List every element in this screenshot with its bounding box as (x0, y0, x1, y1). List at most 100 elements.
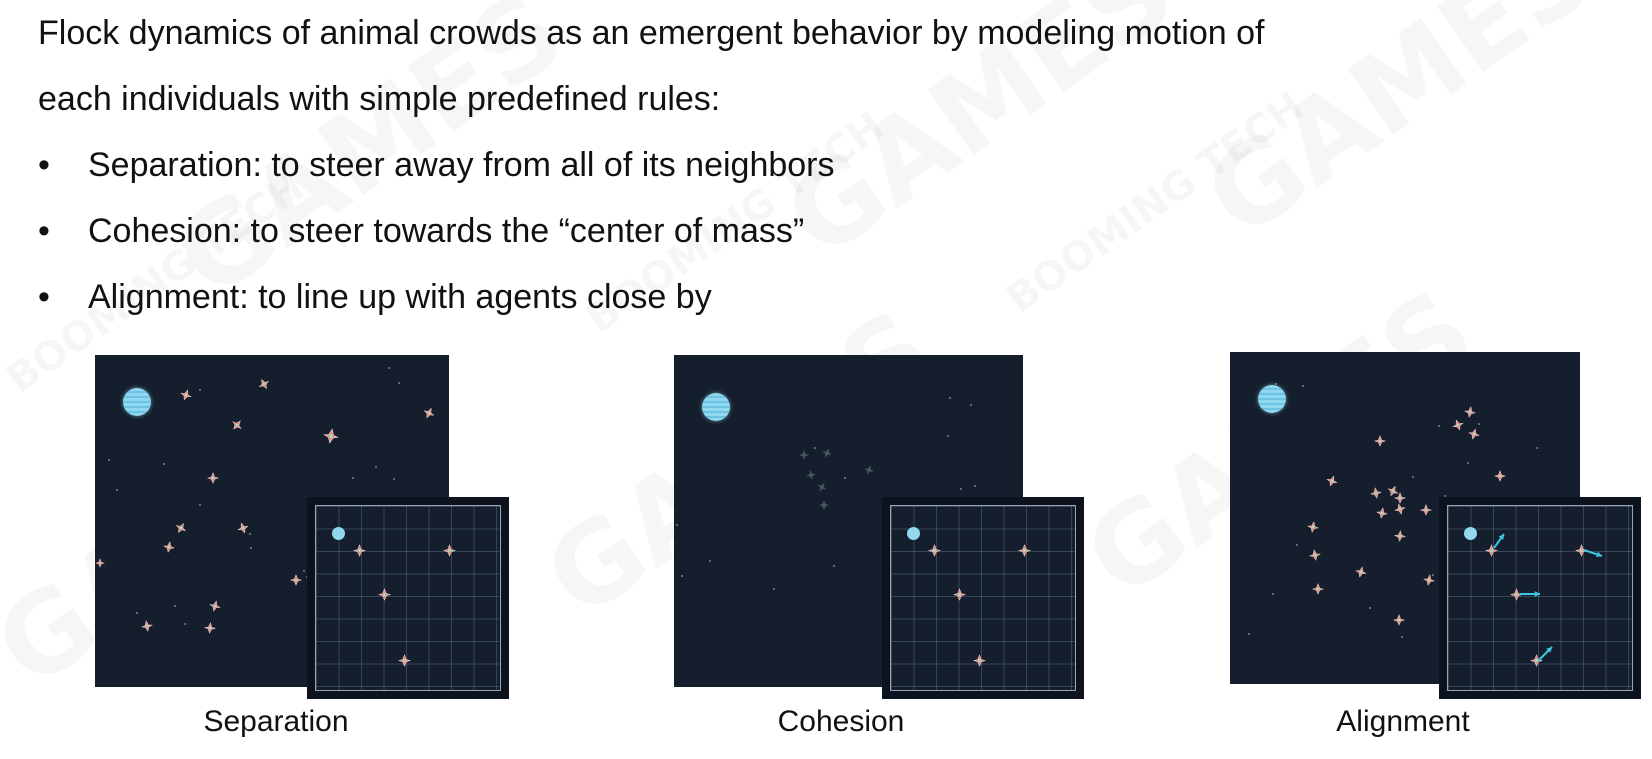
figure-caption: Alignment (1336, 705, 1470, 738)
boid-icon (204, 621, 216, 634)
boid-icon (817, 479, 827, 492)
boid-icon (180, 388, 192, 401)
rule-cohesion: • Cohesion: to steer towards the “center… (38, 198, 1518, 264)
boid-icon (1392, 613, 1406, 626)
bullet: • (38, 278, 50, 316)
boid-icon (94, 555, 106, 568)
star (398, 382, 400, 384)
star (1432, 574, 1434, 576)
boid-icon (1311, 582, 1325, 595)
boid-icon (1493, 469, 1507, 482)
planet-icon (1258, 385, 1286, 413)
rule-alignment: • Alignment: to line up with agents clos… (38, 264, 1518, 330)
star (199, 504, 201, 506)
boid-icon (1464, 405, 1476, 418)
boid-icon (806, 467, 816, 480)
star (773, 588, 775, 590)
bullet: • (38, 212, 50, 250)
boid-icon (952, 588, 967, 601)
rule-text: Alignment: to line up with agents close … (88, 278, 712, 316)
star (947, 435, 949, 437)
boid-icon (1376, 506, 1388, 519)
star (1401, 636, 1403, 638)
star (676, 524, 678, 526)
grid-area (890, 505, 1076, 691)
grid-inset (1439, 497, 1641, 699)
planet-icon (332, 527, 345, 540)
boid-icon (1355, 565, 1367, 578)
rule-text: Separation: to steer away from all of it… (88, 146, 835, 184)
star (681, 575, 683, 577)
body-text: Flock dynamics of animal crowds as an em… (38, 0, 1518, 330)
boid-icon (206, 471, 220, 484)
boid-icon (442, 544, 457, 557)
boid-icon (352, 544, 367, 557)
star (1369, 607, 1371, 609)
star (709, 560, 711, 562)
intro-line-2: each individuals with simple predefined … (38, 80, 721, 118)
boid-icon (1017, 544, 1032, 557)
direction-arrow (1520, 591, 1540, 597)
star (388, 367, 390, 369)
star (1296, 544, 1298, 546)
boid-icon (289, 573, 303, 586)
boid-icon (1307, 520, 1319, 533)
star (1275, 383, 1277, 385)
star (184, 623, 186, 625)
rule-text: Cohesion: to steer towards the “center o… (88, 212, 805, 250)
boid-icon (237, 521, 249, 534)
grid-inset (307, 497, 509, 699)
direction-arrow (1493, 533, 1505, 549)
boid-icon (927, 544, 942, 557)
boid-icon (1509, 588, 1524, 601)
planet-icon (123, 388, 151, 416)
figure-caption: Cohesion (777, 705, 905, 738)
boid-icon (377, 588, 392, 601)
boid-icon (798, 447, 810, 460)
star (116, 489, 118, 491)
boid-icon (1309, 548, 1321, 561)
star (303, 570, 305, 572)
intro-line-1: Flock dynamics of animal crowds as an em… (38, 14, 1265, 52)
star (1478, 423, 1480, 425)
boid-icon (423, 406, 435, 419)
bullet: • (38, 146, 50, 184)
boid-icon (1370, 486, 1382, 499)
star (1248, 633, 1250, 635)
boid-icon (864, 462, 874, 475)
grid-area (1447, 505, 1633, 691)
star (1302, 385, 1304, 387)
star (814, 447, 816, 449)
star (1272, 593, 1274, 595)
planet-icon (1464, 527, 1477, 540)
boid-icon (141, 619, 153, 632)
boid-icon (818, 497, 830, 510)
star (199, 389, 201, 391)
boid-icon (972, 654, 987, 667)
boid-icon (1393, 491, 1407, 504)
boid-icon (1326, 474, 1338, 487)
boid-icon (231, 418, 243, 430)
boid-icon (1468, 427, 1480, 440)
star (1412, 476, 1414, 478)
star (249, 533, 251, 535)
boid-icon (175, 521, 187, 534)
star (393, 478, 395, 480)
star (250, 547, 252, 549)
boid-icon (209, 599, 221, 612)
boid-icon (323, 428, 339, 444)
star (136, 612, 138, 614)
grid-area (315, 505, 501, 691)
star (174, 605, 176, 607)
boid-icon (1394, 529, 1406, 542)
star (108, 459, 110, 461)
star (970, 404, 972, 406)
rules-list: • Separation: to steer away from all of … (38, 132, 1518, 330)
star (833, 565, 835, 567)
rule-separation: • Separation: to steer away from all of … (38, 132, 1518, 198)
boid-icon (1394, 502, 1406, 515)
star (844, 477, 846, 479)
grid-inset (882, 497, 1084, 699)
star (1536, 447, 1538, 449)
star (1444, 495, 1446, 497)
